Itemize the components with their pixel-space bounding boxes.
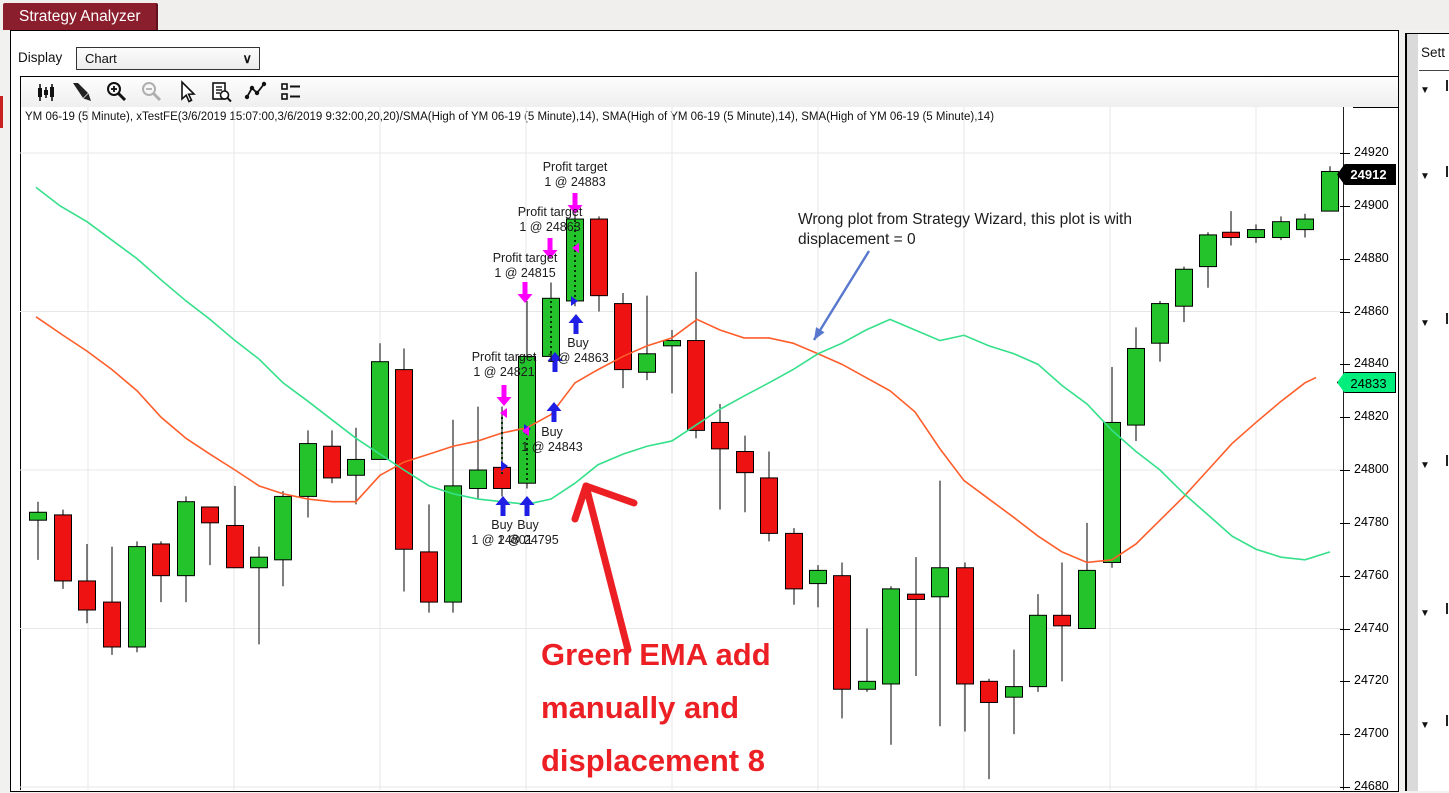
axis-tick: [1340, 259, 1350, 260]
axis-tick: [1340, 470, 1350, 471]
price-axis-label: 24780: [1354, 515, 1389, 529]
price-axis-label: 24760: [1354, 568, 1389, 582]
display-label: Display: [18, 50, 63, 65]
buy-label: Buy 1 @ 24795: [497, 518, 559, 547]
price-axis-label: 24860: [1354, 304, 1389, 318]
price-axis-label: 24820: [1354, 409, 1389, 423]
profit-target-label: Profit target 1 @ 24883: [542, 160, 608, 189]
axis-tick: [1340, 523, 1350, 524]
annotation-arrows: [571, 250, 871, 654]
axis-tick: [1340, 576, 1350, 577]
window-edge-accent: [0, 96, 3, 128]
price-axis-label: 24840: [1354, 356, 1389, 370]
axis-tick: [1340, 629, 1350, 630]
tab-title: Strategy Analyzer: [19, 8, 141, 25]
sma-orange-line: [35, 316, 1317, 564]
chart-type-icon[interactable]: [34, 80, 58, 104]
grid-lines: [20, 107, 1343, 790]
tab-strategy-analyzer[interactable]: Strategy Analyzer: [3, 3, 159, 30]
report-icon[interactable]: [209, 80, 233, 104]
collapse-arrow-icon[interactable]: ▼: [1420, 460, 1430, 471]
axis-tick: [1340, 734, 1350, 735]
properties-icon[interactable]: [279, 80, 303, 104]
profit-target-label: Profit target 1 @ 24815: [492, 251, 558, 280]
chevron-down-icon: ∨: [242, 51, 252, 66]
wizard-note-text: Wrong plot from Strategy Wizard, this pl…: [798, 211, 1132, 248]
clipped-group-label: [1446, 715, 1448, 726]
clipped-group-label: [1446, 455, 1448, 466]
settings-panel-title: Sett: [1421, 45, 1446, 60]
chart-instrument-header: YM 06-19 (5 Minute), xTestFE(3/6/2019 15…: [25, 111, 995, 123]
collapse-arrow-icon[interactable]: ▼: [1420, 608, 1430, 619]
ema-green-line: [35, 186, 1331, 561]
ema-note-text: Green EMA add manually and displacement 8: [541, 637, 771, 778]
collapse-arrow-icon[interactable]: ▼: [1420, 171, 1430, 182]
profit-target-label: Profit target 1 @ 24821: [471, 350, 537, 379]
collapse-arrow-icon[interactable]: ▼: [1420, 85, 1430, 96]
price-axis-label: 24700: [1354, 726, 1389, 740]
settings-panel: Sett ▼ ▼ ▼ ▼ ▼ ▼: [1418, 33, 1449, 791]
indicator-price-tag: 24833: [1337, 372, 1396, 393]
axis-tick: [1340, 364, 1350, 365]
axis-tick: [1340, 153, 1350, 154]
profit-target-label: Profit target 1 @ 24863: [517, 205, 583, 234]
candles: [29, 166, 1339, 780]
buy-label: Buy 1 @ 24843: [521, 425, 583, 454]
buy-label: Buy 1 @ 24863: [547, 336, 609, 365]
data-series-icon[interactable]: [244, 80, 268, 104]
tab-strip: Strategy Analyzer: [0, 0, 1449, 30]
price-axis-label: 24720: [1354, 673, 1389, 687]
axis-tick: [1340, 787, 1350, 788]
buy-label: Buy 1 @ 24801: [471, 518, 533, 547]
price-axis-label: 24680: [1354, 779, 1389, 793]
price-axis-label: 24920: [1354, 145, 1389, 159]
axis-tick: [1340, 681, 1350, 682]
settings-separator: [1419, 70, 1449, 71]
collapse-arrow-icon[interactable]: ▼: [1420, 720, 1430, 731]
display-dropdown-value: Chart: [85, 51, 117, 66]
clipped-group-label: [1446, 80, 1448, 91]
axis-tick: [1340, 312, 1350, 313]
clipped-group-label: [1446, 166, 1448, 177]
draw-icon[interactable]: [69, 80, 93, 104]
zoom-in-icon[interactable]: [104, 80, 128, 104]
trade-markers: [495, 193, 584, 516]
zoom-out-icon[interactable]: [139, 80, 163, 104]
collapse-arrow-icon[interactable]: ▼: [1420, 318, 1430, 329]
chart-toolbar: [20, 76, 1398, 108]
chart-area[interactable]: [20, 107, 1353, 790]
price-axis-label: 24900: [1354, 198, 1389, 212]
cursor-icon[interactable]: [174, 80, 198, 104]
clipped-group-label: [1446, 603, 1448, 614]
clipped-group-label: [1446, 313, 1448, 324]
axis-tick: [1340, 206, 1350, 207]
price-axis-label: 24880: [1354, 251, 1389, 265]
price-axis-label: 24740: [1354, 621, 1389, 635]
price-axis-line: [1343, 107, 1344, 790]
price-chart-canvas[interactable]: [20, 107, 1344, 790]
last-price-tag: 24912: [1337, 164, 1396, 185]
price-axis-label: 24800: [1354, 462, 1389, 476]
display-dropdown[interactable]: Chart ∨: [76, 47, 260, 70]
axis-tick: [1340, 417, 1350, 418]
